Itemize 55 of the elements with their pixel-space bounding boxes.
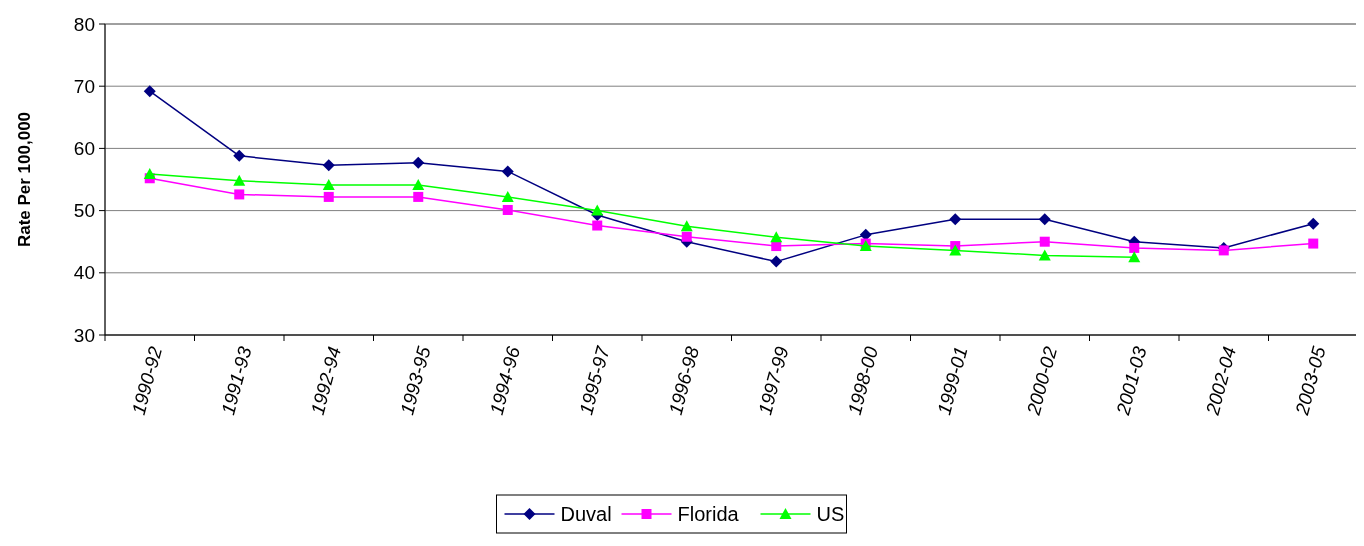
x-tick-label: 1999-01 <box>933 344 972 418</box>
point <box>1307 217 1320 230</box>
point <box>412 156 425 169</box>
point <box>591 204 604 216</box>
point <box>1038 249 1051 261</box>
y-tick-label: 50 <box>73 200 95 222</box>
point <box>770 231 783 243</box>
point <box>949 213 962 226</box>
point <box>323 191 334 202</box>
x-tick-label: 2001-03 <box>1111 343 1151 419</box>
point <box>234 189 245 200</box>
y-tick-label: 70 <box>73 75 95 97</box>
x-tick-label: 1995-97 <box>575 342 614 418</box>
x-tick-label: 1997-99 <box>754 343 793 418</box>
point <box>1218 245 1229 256</box>
y-tick-label: 30 <box>73 324 95 346</box>
y-tick-label: 60 <box>73 138 95 160</box>
point <box>143 85 156 98</box>
y-tick-label: 40 <box>73 262 95 284</box>
point <box>413 191 424 202</box>
point <box>322 179 335 191</box>
x-tick-label: 1998-00 <box>843 343 883 418</box>
point <box>949 244 962 256</box>
point <box>681 231 692 242</box>
legend-label: US <box>816 503 845 525</box>
x-tick-label: 1990-92 <box>127 343 167 418</box>
point <box>143 167 156 179</box>
x-tick-label: 1992-94 <box>306 344 346 418</box>
legend-label: Florida <box>677 503 740 525</box>
point <box>680 220 693 232</box>
point <box>771 241 782 252</box>
point <box>501 190 514 202</box>
legend-label: Duval <box>560 503 612 525</box>
y-tick-label: 80 <box>73 13 95 35</box>
point <box>1129 242 1140 253</box>
point <box>322 159 335 172</box>
point <box>1038 213 1051 226</box>
point <box>1039 236 1050 247</box>
point <box>233 174 246 186</box>
point <box>412 179 425 191</box>
point <box>770 255 783 268</box>
x-tick-label: 1996-98 <box>664 343 704 418</box>
point <box>233 149 246 162</box>
point <box>502 204 513 215</box>
x-tick-label: 2000-02 <box>1022 343 1062 419</box>
x-tick-label: 1994-96 <box>485 343 525 418</box>
point <box>592 220 603 231</box>
point <box>1128 251 1141 263</box>
x-tick-label: 2002-04 <box>1201 344 1241 419</box>
x-tick-label: 1993-95 <box>396 343 435 418</box>
point <box>1308 238 1319 249</box>
x-tick-label: 2003-05 <box>1290 343 1330 419</box>
x-tick-label: 1991-93 <box>217 343 256 418</box>
point <box>501 165 514 178</box>
y-axis-title: Rate Per 100,000 <box>15 111 34 248</box>
